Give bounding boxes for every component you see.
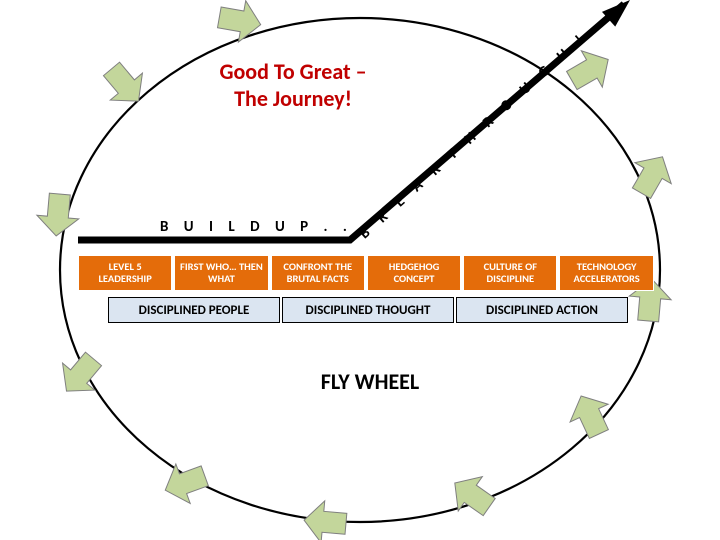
concept-cell: HEDGEHOG CONCEPT <box>367 255 461 291</box>
discipline-cell: DISCIPLINED THOUGHT <box>282 297 454 323</box>
diagram-stage: Good To Great – The Journey! B U I L D U… <box>0 0 720 540</box>
perimeter-arrow-icon <box>35 192 81 238</box>
concept-cell: TECHNOLOGY ACCELERATORS <box>559 255 653 291</box>
concept-cell: CULTURE OF DISCIPLINE <box>463 255 557 291</box>
concept-cell: CONFRONT THE BRUTAL FACTS <box>271 255 365 291</box>
discipline-row: DISCIPLINED PEOPLEDISCIPLINED THOUGHTDIS… <box>108 297 628 323</box>
perimeter-arrow-icon <box>158 456 212 510</box>
trajectory-line <box>78 4 624 240</box>
perimeter-arrow-icon <box>302 499 348 540</box>
concept-cell: FIRST WHO… THEN WHAT <box>174 255 268 291</box>
flywheel-label: FLY WHEEL <box>280 368 460 395</box>
concept-cell: LEVEL 5 LEADERSHIP <box>78 255 172 291</box>
perimeter-arrow-icon <box>623 146 680 203</box>
build-up-label: B U I L D U P . . . <box>160 218 372 236</box>
title-line2: The Journey! <box>183 85 403 112</box>
perimeter-arrow-icon <box>216 0 265 45</box>
perimeter-arrow-icon <box>95 55 154 114</box>
discipline-cell: DISCIPLINED PEOPLE <box>108 297 280 323</box>
title: Good To Great – The Journey! <box>183 58 403 112</box>
title-line1: Good To Great – <box>183 58 403 85</box>
discipline-cell: DISCIPLINED ACTION <box>456 297 628 323</box>
concept-row: LEVEL 5 LEADERSHIPFIRST WHO… THEN WHATCO… <box>78 255 654 291</box>
perimeter-arrow-icon <box>562 387 618 443</box>
